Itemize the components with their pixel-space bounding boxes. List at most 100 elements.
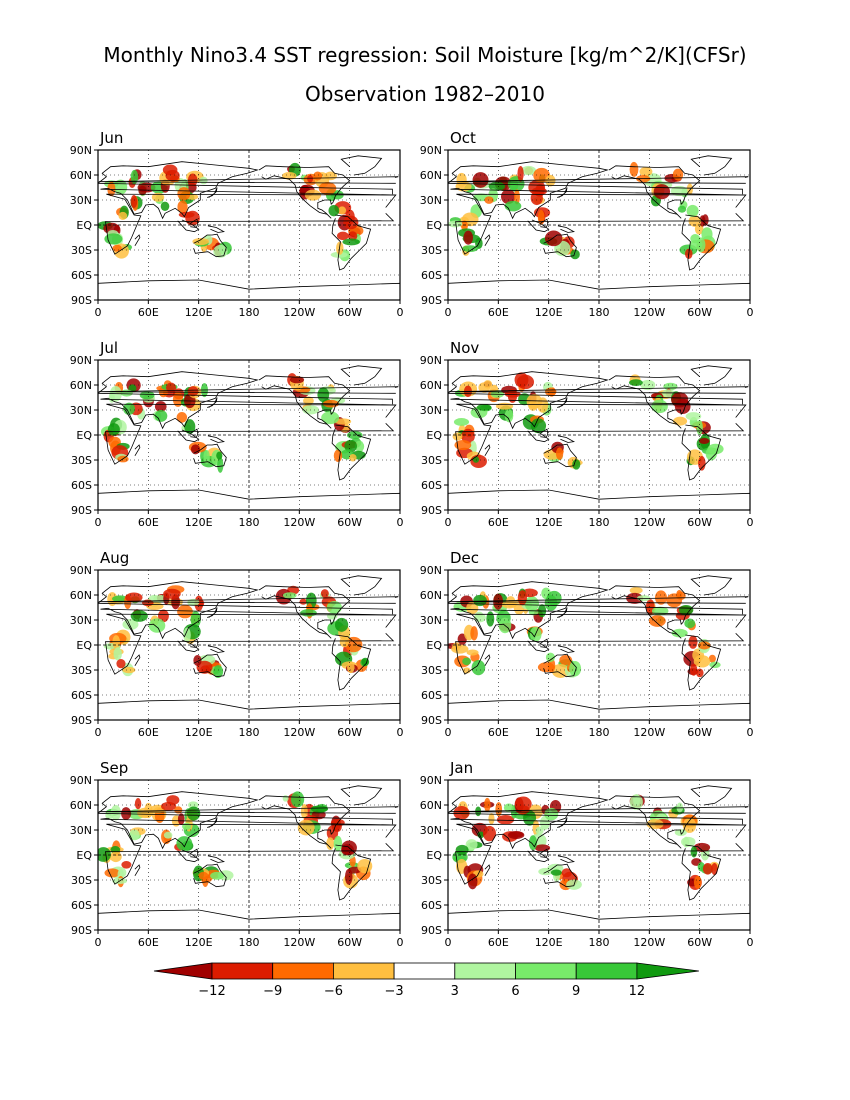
y-tick-label: 90S <box>71 294 92 307</box>
sm-anomaly-cell <box>190 611 201 628</box>
sm-anomaly-cell <box>530 418 547 434</box>
x-tick-label: 180 <box>589 516 610 529</box>
colorbar-tick-label: 3 <box>451 984 459 999</box>
y-tick-label: EQ <box>426 429 442 442</box>
sm-anomaly-cell <box>535 826 544 835</box>
sm-anomaly-cell <box>326 601 342 614</box>
sm-anomaly-cell <box>678 604 694 616</box>
sm-anomaly-cell <box>199 176 208 185</box>
coastline <box>690 785 733 806</box>
sm-anomaly-cell <box>473 594 487 607</box>
y-tick-label: 90S <box>71 504 92 517</box>
x-tick-label: 120W <box>283 516 315 529</box>
coastline <box>177 639 200 653</box>
sm-anomaly-cell <box>349 454 357 462</box>
sm-anomaly-cell <box>666 593 683 608</box>
sm-anomaly-cell <box>461 245 479 253</box>
y-tick-label: 60N <box>70 589 92 602</box>
x-tick-label: 60E <box>488 936 509 949</box>
coastline <box>556 397 568 408</box>
sm-anomaly-cell <box>116 659 126 669</box>
y-tick-label: 30N <box>70 824 92 837</box>
coastline <box>105 613 397 675</box>
sm-anomaly-cell <box>113 647 122 661</box>
y-tick-label: 60N <box>420 169 442 182</box>
coastline <box>540 638 549 648</box>
sm-anomaly-cell <box>517 166 524 182</box>
sm-anomaly-cell <box>466 649 479 656</box>
x-tick-label: 60E <box>488 306 509 319</box>
sm-anomaly-cell <box>693 875 702 889</box>
sm-anomaly-cell <box>453 805 470 820</box>
sm-anomaly-cell <box>216 451 223 460</box>
coastline <box>527 849 550 863</box>
coastline <box>98 596 399 604</box>
y-tick-label: 90S <box>421 714 442 727</box>
colorbar-tick-label: −9 <box>263 984 282 999</box>
sm-anomaly-cell <box>551 663 570 678</box>
x-tick-label: 0 <box>397 306 404 319</box>
coastline <box>681 424 722 481</box>
sm-anomaly-cell <box>495 802 503 817</box>
sm-anomaly-cell <box>297 819 315 836</box>
sm-anomaly-cell <box>177 187 191 201</box>
coastline <box>527 429 550 443</box>
x-tick-label: 60W <box>337 306 362 319</box>
sm-anomaly-cell <box>177 813 185 826</box>
coastline <box>556 187 568 198</box>
x-tick-label: 120W <box>633 726 665 739</box>
coastline <box>105 193 397 255</box>
colorbar-end-low <box>153 962 213 980</box>
coastline <box>455 193 747 255</box>
sm-anomaly-cell <box>528 835 538 851</box>
coastline <box>258 165 351 219</box>
sm-anomaly-cell <box>318 181 337 195</box>
sm-anomaly-cell <box>198 871 209 880</box>
coastline <box>206 817 218 828</box>
x-tick-label: 60E <box>488 516 509 529</box>
coastline <box>331 844 372 901</box>
sm-anomaly-cell <box>165 382 177 393</box>
coastline <box>543 443 577 468</box>
y-tick-label: 90N <box>70 774 92 787</box>
sm-anomaly-cell <box>484 196 494 204</box>
sm-anomaly-cell <box>354 440 365 453</box>
sm-anomaly-cell <box>187 386 199 397</box>
x-tick-label: 0 <box>747 306 754 319</box>
panel-month-label: Jan <box>449 759 473 777</box>
sm-anomaly-cell <box>513 189 520 205</box>
sm-anomaly-cell <box>210 871 224 880</box>
sm-anomaly-cell <box>702 863 713 875</box>
coastline <box>484 234 491 247</box>
y-tick-label: EQ <box>76 639 92 652</box>
coastline <box>98 386 399 394</box>
sm-anomaly-cell <box>555 447 564 460</box>
sm-anomaly-cell <box>336 231 349 241</box>
x-tick-label: 60E <box>138 726 159 739</box>
x-tick-label: 60E <box>488 726 509 739</box>
sm-anomaly-cell <box>176 836 193 851</box>
y-tick-label: 90N <box>420 774 442 787</box>
sm-anomaly-cell <box>162 164 178 176</box>
sm-anomaly-cell <box>176 411 188 423</box>
y-tick-label: 30N <box>70 404 92 417</box>
sm-anomaly-cell <box>544 807 559 821</box>
y-tick-label: 30N <box>70 614 92 627</box>
sm-anomaly-cell <box>501 189 516 205</box>
sm-anomaly-cell <box>177 200 188 214</box>
x-tick-label: 0 <box>747 936 754 949</box>
coastline <box>206 187 218 198</box>
sm-anomaly-cell <box>188 801 199 809</box>
coastline <box>340 155 383 176</box>
y-tick-label: EQ <box>76 849 92 862</box>
coastline <box>258 795 351 849</box>
sm-anomaly-cell <box>648 615 666 627</box>
y-tick-label: 60S <box>421 899 442 912</box>
sm-anomaly-cell <box>484 797 491 812</box>
x-tick-label: 120E <box>535 516 563 529</box>
